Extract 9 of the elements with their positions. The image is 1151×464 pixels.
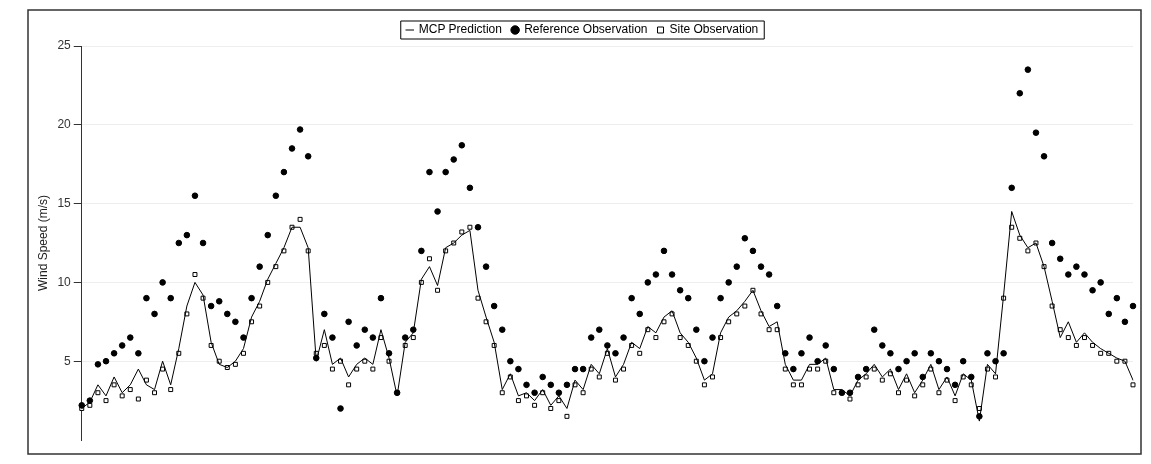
y-axis-title: Wind Speed (m/s) <box>35 194 50 292</box>
y-tick-label: 5 <box>64 353 72 368</box>
y-tick-label: 20 <box>57 117 72 132</box>
y-tick-label: 15 <box>57 195 72 210</box>
legend-label: Reference Observation <box>524 22 648 37</box>
y-tick-label: 25 <box>57 38 72 53</box>
legend-label: MCP Prediction <box>418 22 502 37</box>
y-tick-label: 10 <box>57 274 72 289</box>
legend-label: Site Observation <box>669 22 759 37</box>
